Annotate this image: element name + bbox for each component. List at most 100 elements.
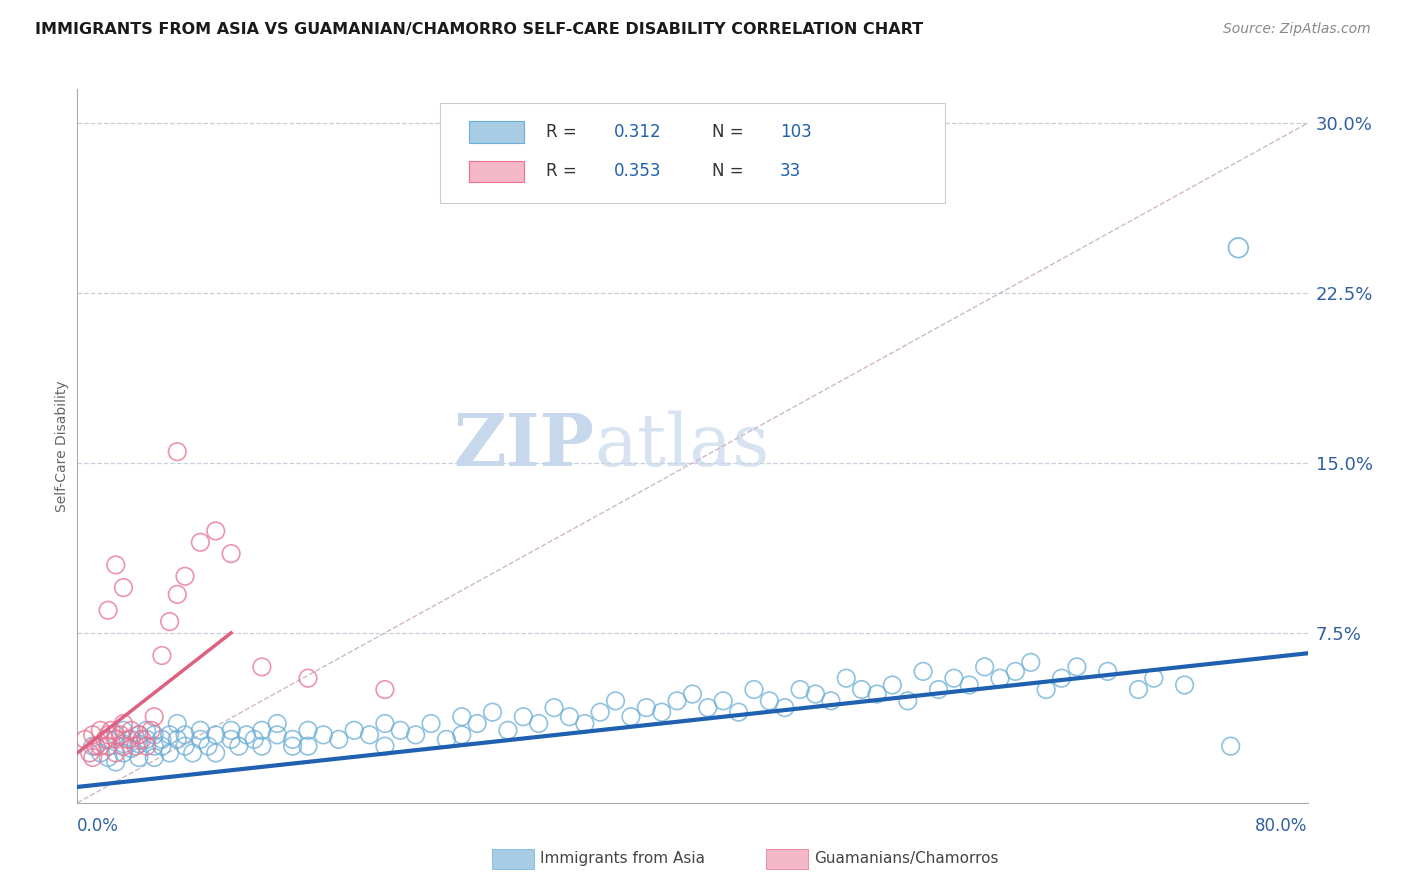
Point (110, 728, 132, 742)
Point (636, 700, 658, 714)
Point (166, 587, 188, 601)
Point (882, 678, 904, 692)
Point (912, 665, 935, 679)
Point (742, 682, 765, 697)
Point (820, 694, 842, 708)
Point (112, 737, 135, 751)
Point (1004, 665, 1026, 679)
FancyBboxPatch shape (468, 121, 524, 143)
Point (188, 535, 212, 549)
Point (250, 660, 273, 674)
Point (89, 746, 111, 760)
Y-axis label: Self-Care Disability: Self-Care Disability (55, 380, 69, 512)
Point (605, 694, 627, 708)
Point (82, 750, 104, 764)
Point (131, 732, 153, 747)
Point (297, 671, 319, 685)
Point (1019, 656, 1042, 670)
Point (1050, 671, 1073, 685)
Point (281, 732, 304, 747)
Point (651, 705, 673, 719)
Text: 103: 103 (780, 123, 811, 141)
Point (128, 737, 150, 751)
Point (188, 732, 212, 747)
Point (120, 732, 142, 747)
Point (82, 728, 104, 742)
Point (150, 739, 173, 754)
Point (100, 723, 122, 738)
Point (343, 723, 366, 738)
Point (97, 739, 120, 754)
Point (374, 682, 396, 697)
Point (1097, 665, 1119, 679)
Text: ZIP: ZIP (453, 410, 595, 482)
Point (1066, 660, 1088, 674)
Point (166, 716, 188, 731)
Point (543, 700, 565, 714)
Point (928, 682, 950, 697)
Point (112, 723, 135, 738)
Point (97, 728, 120, 742)
Point (143, 739, 166, 754)
Point (112, 739, 135, 754)
Point (758, 694, 780, 708)
Point (150, 648, 173, 663)
Point (389, 723, 412, 738)
Point (558, 709, 581, 723)
Point (374, 716, 396, 731)
Point (666, 694, 689, 708)
Point (250, 739, 273, 754)
Point (574, 716, 596, 731)
Point (804, 687, 827, 701)
Point (104, 732, 127, 747)
Point (219, 723, 242, 738)
Point (696, 700, 718, 714)
Text: 0.353: 0.353 (614, 162, 661, 180)
Text: N =: N = (713, 123, 749, 141)
Point (174, 728, 197, 742)
Point (159, 746, 181, 760)
Point (420, 716, 443, 731)
Point (97, 732, 120, 747)
Point (143, 728, 166, 742)
Point (125, 739, 148, 754)
Point (527, 716, 550, 731)
Point (250, 723, 273, 738)
Text: R =: R = (546, 162, 582, 180)
Point (94, 732, 117, 747)
Point (359, 728, 381, 742)
Point (159, 615, 181, 629)
Point (150, 732, 173, 747)
Point (312, 728, 335, 742)
Point (166, 732, 188, 747)
Point (104, 558, 127, 572)
Point (228, 739, 250, 754)
Point (297, 723, 319, 738)
Point (450, 709, 472, 723)
Point (112, 581, 135, 595)
Point (405, 728, 427, 742)
Point (897, 694, 920, 708)
Point (128, 750, 150, 764)
Point (112, 746, 135, 760)
Point (866, 687, 889, 701)
Point (120, 723, 142, 738)
Point (711, 694, 734, 708)
Point (1128, 682, 1150, 697)
Point (197, 739, 219, 754)
Point (219, 547, 242, 561)
Point (89, 723, 111, 738)
Point (79, 746, 101, 760)
Point (135, 739, 157, 754)
Point (988, 671, 1011, 685)
Point (82, 739, 104, 754)
Point (204, 728, 226, 742)
Text: 80.0%: 80.0% (1256, 817, 1308, 835)
Point (219, 732, 242, 747)
Point (682, 687, 704, 701)
Point (159, 728, 181, 742)
Point (481, 705, 503, 719)
Point (141, 723, 163, 738)
Point (89, 739, 111, 754)
Point (128, 728, 150, 742)
